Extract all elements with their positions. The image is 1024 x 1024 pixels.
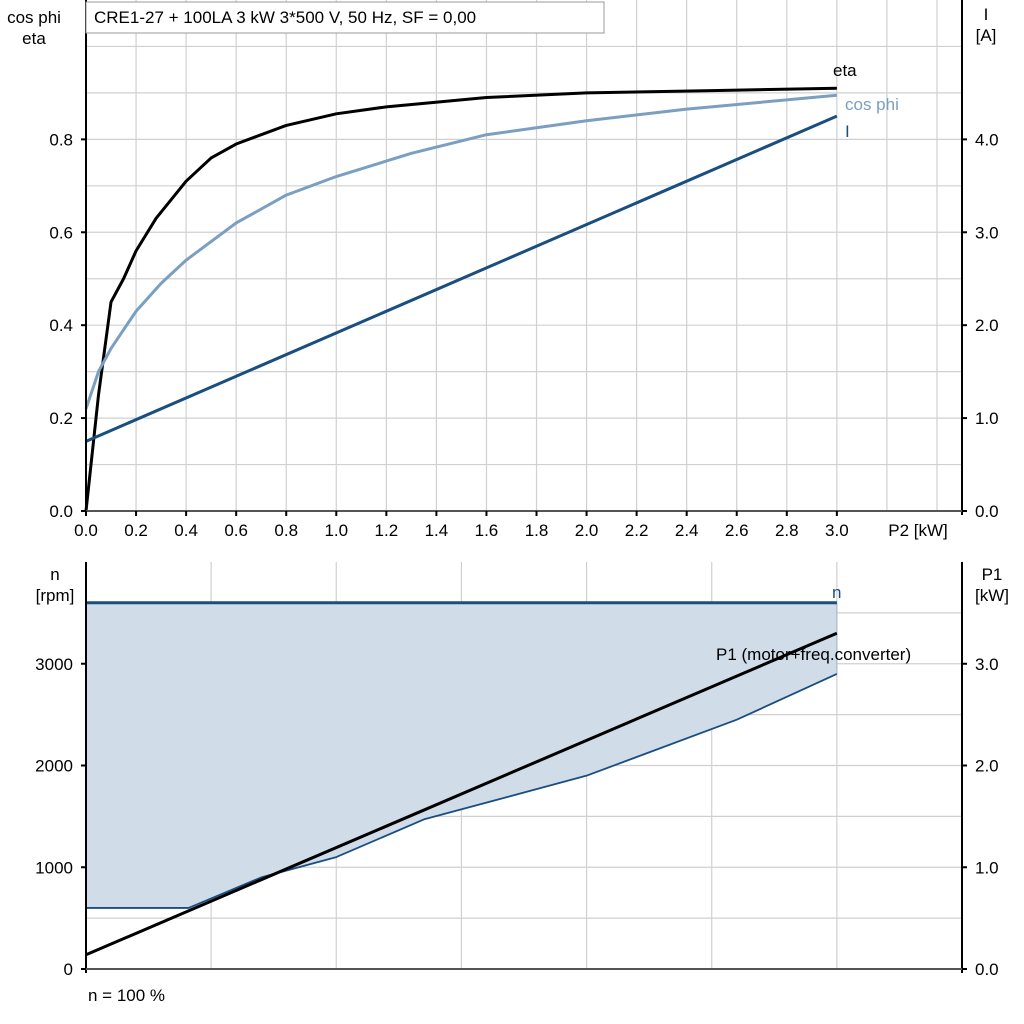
top-series-i-line (85, 114, 838, 443)
bottom-y-right-label-unit: [kW] (975, 586, 1009, 605)
series-label-i: I (845, 122, 850, 141)
x-tick-label: 0.2 (124, 521, 148, 540)
top-series-cos-phi-line (84, 93, 837, 410)
chart-title: CRE1-27 + 100LA 3 kW 3*500 V, 50 Hz, SF … (94, 8, 476, 27)
x-tick-label: 1.2 (375, 521, 399, 540)
x-tick-label: 0.4 (174, 521, 198, 540)
y-left-label-cosphi: cos phi (7, 8, 61, 27)
y-right-tick-label: 3.0 (975, 223, 999, 242)
y-left-tick-label: 0.6 (49, 223, 73, 242)
x-tick-label: 1.4 (425, 521, 449, 540)
series-label-cosphi: cos phi (845, 95, 899, 114)
y-right-label-i: I (984, 5, 989, 24)
x-axis-label: P2 [kW] (888, 521, 948, 540)
series-label-eta: eta (833, 61, 857, 80)
y-right-tick-label: 1.0 (975, 409, 999, 428)
bottom-y-right-label-p1: P1 (982, 565, 1003, 584)
axes: 0.0 0.2 0.4 0.6 0.8 0.0 1.0 2.0 3.0 4.0 0.0 0.2 0.4 0… (35, 0, 999, 979)
x-tick-label: 3.0 (825, 521, 849, 540)
y-left-tick-label: 3000 (35, 655, 73, 674)
x-tick-label: 2.6 (725, 521, 749, 540)
x-tick-label: 1.0 (324, 521, 348, 540)
series-label-p1: P1 (motor+freq.converter) (716, 645, 911, 664)
x-tick-label: 1.6 (475, 521, 499, 540)
y-left-tick-label: 0.4 (49, 316, 73, 335)
title-box (85, 1, 605, 34)
y-left-tick-label: 1000 (35, 858, 73, 877)
top-grid (86, 0, 962, 511)
y-right-tick-label: 2.0 (975, 316, 999, 335)
bottom-series-min-speed-line (86, 673, 838, 909)
x-tick-label: 0.6 (224, 521, 248, 540)
footnote-speed: n = 100 % (88, 986, 165, 1005)
y-left-tick-label: 2000 (35, 757, 73, 776)
series-label-n: n (832, 583, 841, 602)
chart-marks (84, 86, 838, 957)
y-left-tick-label: 0.2 (49, 409, 73, 428)
y-right-tick-label: 2.0 (975, 757, 999, 776)
y-right-tick-label: 0.0 (975, 960, 999, 979)
x-tick-label: 2.2 (625, 521, 649, 540)
top-series-eta-line (84, 86, 837, 512)
x-tick-label: 0.0 (74, 521, 98, 540)
y-right-label-unit: [A] (976, 26, 997, 45)
x-tick-label: 2.8 (775, 521, 799, 540)
y-right-tick-label: 0.0 (975, 502, 999, 521)
y-right-tick-label: 4.0 (975, 130, 999, 149)
bottom-y-left-label-unit: [rpm] (36, 586, 75, 605)
x-tick-label: 2.0 (575, 521, 599, 540)
y-left-tick-label: 0 (64, 960, 73, 979)
y-left-label-eta: eta (22, 29, 46, 48)
y-right-tick-label: 3.0 (975, 655, 999, 674)
x-tick-label: 0.8 (274, 521, 298, 540)
y-left-tick-label: 0.0 (49, 502, 73, 521)
y-left-tick-label: 0.8 (49, 130, 73, 149)
x-tick-label: 1.8 (525, 521, 549, 540)
x-tick-label: 2.4 (675, 521, 699, 540)
bottom-series-p1-motor-freq-converter-line (85, 631, 838, 957)
bottom-y-left-label-n: n (50, 565, 59, 584)
y-right-tick-label: 1.0 (975, 858, 999, 877)
